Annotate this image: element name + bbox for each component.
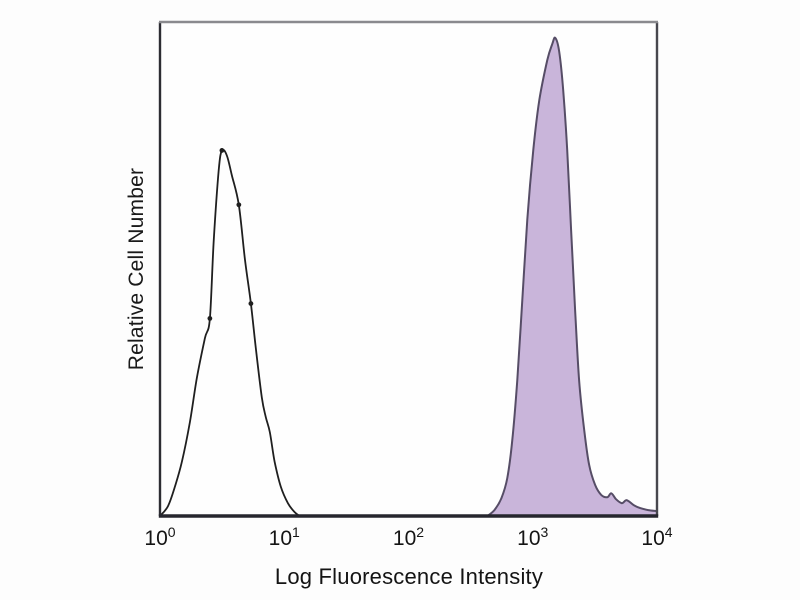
x-tick-label-10e3: 103 <box>517 524 549 550</box>
filled-purple-curve-outline <box>486 36 658 517</box>
x-tick-label-10e1: 101 <box>268 524 300 550</box>
x-axis-title: Log Fluorescence Intensity <box>274 564 544 589</box>
marker-dot <box>248 301 254 306</box>
marker-dot <box>207 316 213 321</box>
y-axis-label: Relative Cell Number <box>125 167 148 371</box>
x-tick-label-10e0: 100 <box>144 524 176 550</box>
open-black-curve <box>159 148 301 517</box>
marker-dot <box>236 202 242 208</box>
marker-dot <box>219 148 225 153</box>
x-tick-label-10e2: 102 <box>392 524 425 550</box>
x-tick-label-10e4: 104 <box>641 524 673 550</box>
filled-purple-curve-fill <box>487 37 657 516</box>
